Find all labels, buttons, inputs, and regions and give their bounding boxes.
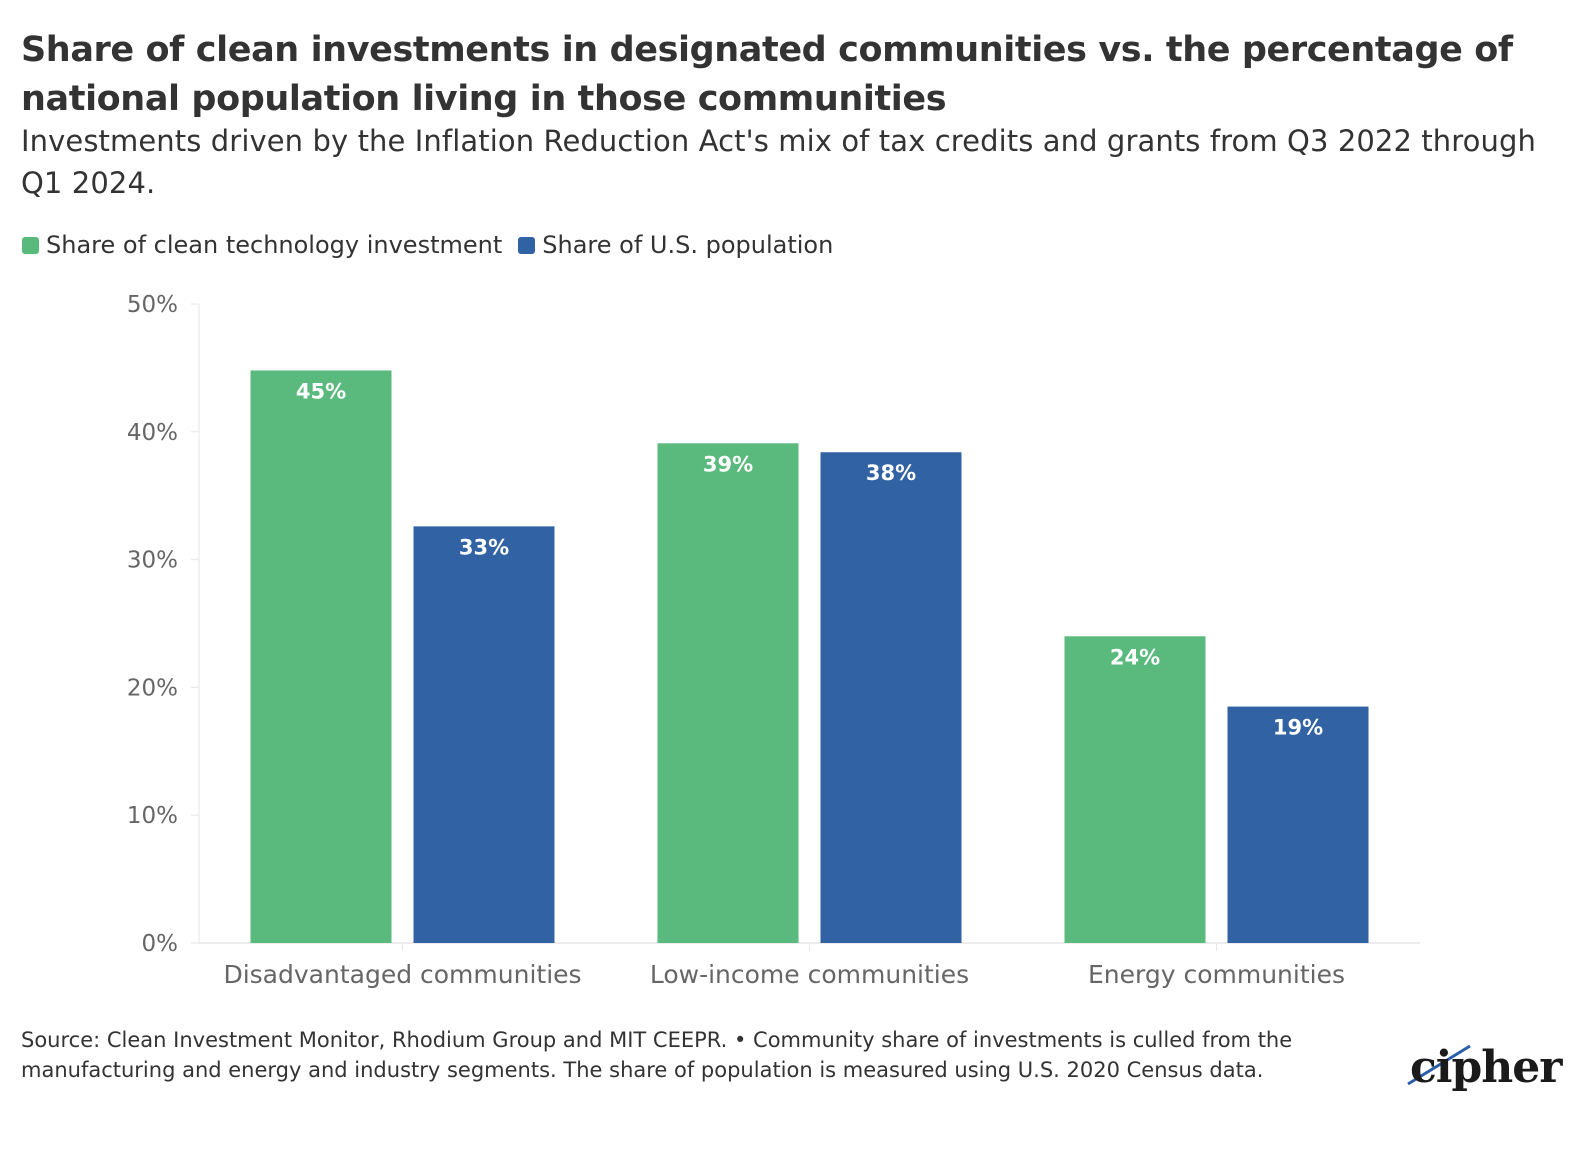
source-note: Source: Clean Investment Monitor, Rhodiu… (21, 1028, 1293, 1082)
x-category-label: Low-income communities (650, 960, 969, 989)
bar-chart: 0% 10% 20% 30% 40% 50% 45% 33% Disadvantaged com… (127, 292, 1420, 989)
bar (250, 370, 392, 943)
logo-slash-mark (1407, 1044, 1471, 1086)
legend-label-population: Share of U.S. population (542, 231, 834, 259)
logo-wordmark: cipher (1410, 1042, 1562, 1093)
y-tick-label: 30% (127, 548, 178, 574)
bar (413, 526, 555, 943)
chart-subtitle: Investments driven by the Inflation Redu… (21, 124, 1536, 200)
bar-data-label: 45% (296, 379, 346, 403)
legend-label-investment: Share of clean technology investment (46, 231, 503, 259)
cipher-logo: cipher (1400, 1040, 1562, 1100)
x-category-label: Energy communities (1088, 960, 1345, 989)
bar (820, 452, 962, 943)
y-tick-label: 10% (127, 803, 178, 829)
bar-data-label: 19% (1273, 716, 1323, 740)
bar (1064, 636, 1206, 943)
bar-data-label: 38% (866, 461, 916, 485)
y-tick-label: 20% (127, 675, 178, 701)
legend-item-population: Share of U.S. population (518, 231, 833, 259)
legend: Share of clean technology investment Sha… (22, 231, 849, 259)
y-tick-label: 40% (127, 420, 178, 446)
bar (657, 443, 799, 943)
legend-item-investment: Share of clean technology investment (22, 231, 502, 259)
chart-title: Share of clean investments in designated… (21, 30, 1513, 119)
legend-swatch-investment (22, 236, 39, 254)
bar-data-label: 33% (459, 535, 509, 559)
x-category-label: Disadvantaged communities (223, 960, 581, 989)
legend-swatch-population (518, 236, 536, 254)
y-tick-label: 0% (142, 931, 179, 957)
bar (1227, 706, 1369, 943)
y-tick-label: 50% (127, 292, 178, 318)
bar-data-label: 39% (703, 452, 753, 476)
bar-data-label: 24% (1110, 645, 1160, 669)
